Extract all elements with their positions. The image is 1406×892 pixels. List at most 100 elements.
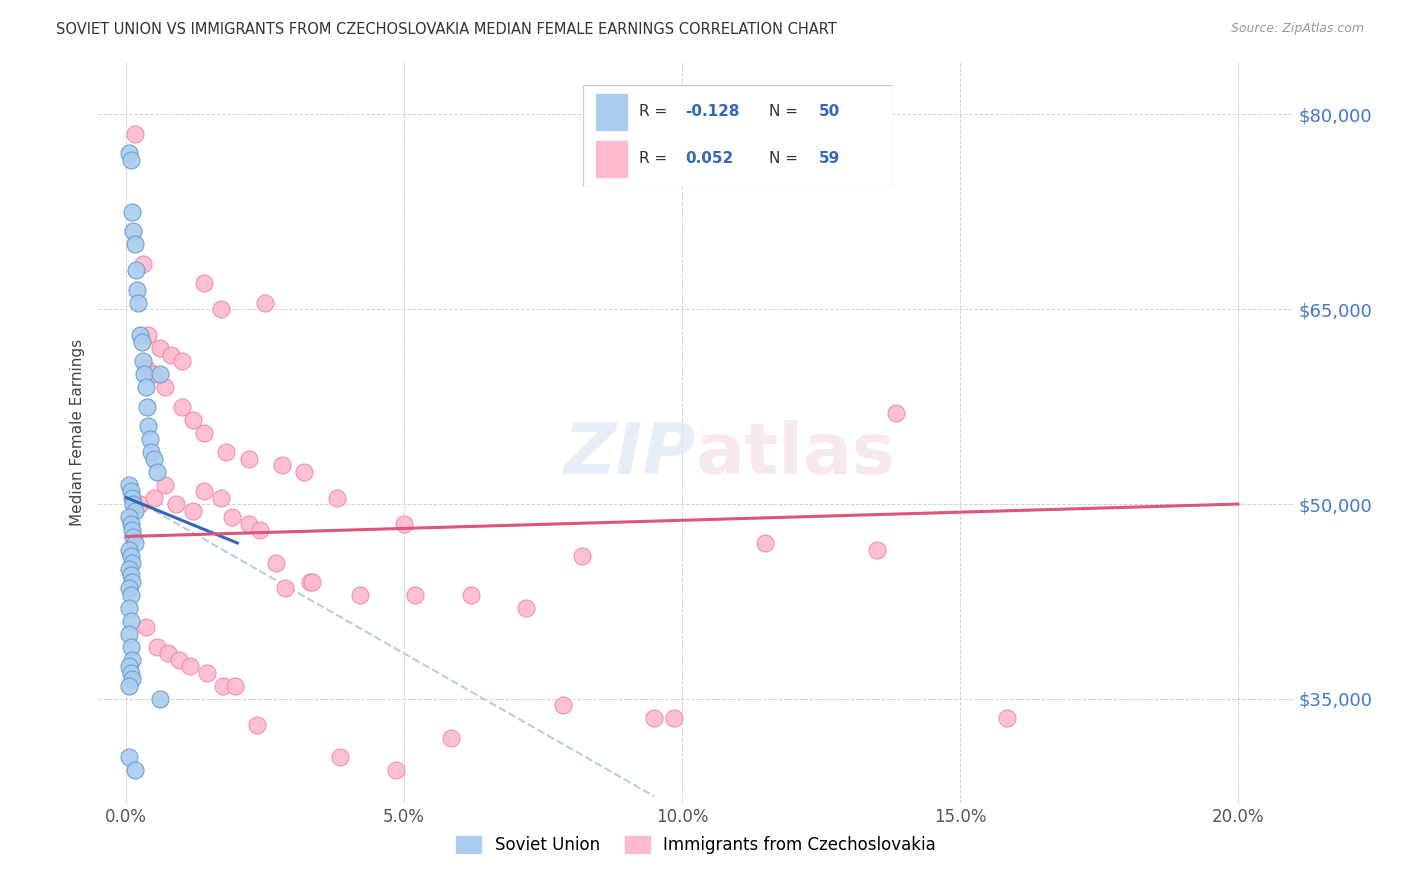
Point xyxy=(301,574,323,589)
Point xyxy=(193,277,215,291)
Text: Source: ZipAtlas.com: Source: ZipAtlas.com xyxy=(1230,22,1364,36)
Point xyxy=(118,750,141,764)
Point xyxy=(143,367,166,381)
Point xyxy=(193,425,215,440)
Point xyxy=(138,328,160,343)
Point xyxy=(146,465,169,479)
Point xyxy=(121,523,143,537)
Point xyxy=(124,536,146,550)
Point xyxy=(238,516,260,531)
Point xyxy=(120,153,142,167)
Point xyxy=(156,647,179,661)
Point xyxy=(224,679,246,693)
Point xyxy=(298,574,321,589)
Point xyxy=(662,711,685,725)
Bar xyxy=(596,141,627,177)
Point xyxy=(124,237,146,252)
Point xyxy=(121,204,143,219)
Point xyxy=(120,614,142,628)
Point xyxy=(122,224,145,238)
Point xyxy=(153,477,176,491)
Point xyxy=(249,523,271,537)
Point xyxy=(143,451,166,466)
Point xyxy=(127,283,149,297)
Point xyxy=(865,542,887,557)
Point xyxy=(181,503,204,517)
Point xyxy=(120,588,142,602)
Point xyxy=(148,367,170,381)
Point xyxy=(118,562,141,576)
Point xyxy=(122,497,145,511)
Point xyxy=(349,588,371,602)
Point xyxy=(135,620,157,634)
Point xyxy=(132,257,155,271)
Point xyxy=(326,491,349,505)
Point xyxy=(122,529,145,543)
Point xyxy=(141,445,163,459)
Point xyxy=(121,491,143,505)
Point xyxy=(238,451,260,466)
Point xyxy=(246,718,269,732)
Point xyxy=(129,497,152,511)
Point xyxy=(385,764,408,778)
Point xyxy=(136,400,159,414)
Point xyxy=(515,601,537,615)
Legend: Soviet Union, Immigrants from Czechoslovakia: Soviet Union, Immigrants from Czechoslov… xyxy=(450,830,942,861)
Point xyxy=(120,516,142,531)
Point xyxy=(129,328,152,343)
Point xyxy=(153,380,176,394)
Point xyxy=(148,692,170,706)
Point xyxy=(118,146,141,161)
Point xyxy=(179,659,201,673)
Point xyxy=(193,484,215,499)
Point xyxy=(292,465,315,479)
Point xyxy=(170,354,193,368)
Point xyxy=(127,295,149,310)
Point xyxy=(165,497,187,511)
Text: 0.052: 0.052 xyxy=(686,151,734,166)
Point xyxy=(120,484,142,499)
Text: R =: R = xyxy=(640,103,672,119)
Text: 50: 50 xyxy=(818,103,839,119)
Text: N =: N = xyxy=(769,151,803,166)
Point xyxy=(121,673,143,687)
Point xyxy=(121,574,143,589)
Point xyxy=(118,627,141,641)
FancyBboxPatch shape xyxy=(583,85,893,187)
Point xyxy=(254,295,277,310)
Point xyxy=(118,477,141,491)
Point xyxy=(270,458,292,472)
Point xyxy=(118,582,141,596)
Point xyxy=(643,711,665,725)
Bar xyxy=(596,94,627,130)
Point xyxy=(120,549,142,563)
Point xyxy=(460,588,482,602)
Point xyxy=(132,354,155,368)
Point xyxy=(440,731,463,745)
Point xyxy=(148,341,170,355)
Text: -0.128: -0.128 xyxy=(686,103,740,119)
Point xyxy=(124,127,146,141)
Point xyxy=(121,556,143,570)
Point xyxy=(124,764,146,778)
Point xyxy=(266,556,288,570)
Point xyxy=(120,665,142,680)
Point xyxy=(884,406,907,420)
Y-axis label: Median Female Earnings: Median Female Earnings xyxy=(70,339,86,526)
Point xyxy=(138,419,160,434)
Point xyxy=(273,582,295,596)
Point xyxy=(221,510,243,524)
Point xyxy=(209,491,232,505)
Point xyxy=(143,491,166,505)
Point xyxy=(132,367,155,381)
Point xyxy=(125,263,148,277)
Point xyxy=(118,542,141,557)
Point xyxy=(120,568,142,582)
Point xyxy=(135,360,157,375)
Point xyxy=(329,750,352,764)
Point xyxy=(170,400,193,414)
Point xyxy=(167,653,190,667)
Point xyxy=(118,510,141,524)
Point xyxy=(135,380,157,394)
Text: atlas: atlas xyxy=(696,420,896,490)
